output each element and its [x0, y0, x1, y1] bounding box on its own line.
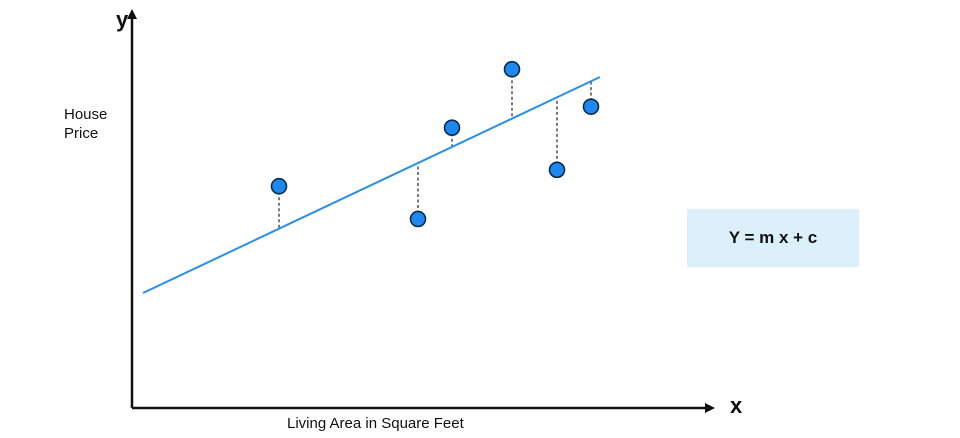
x-axis-title: Living Area in Square Feet: [287, 415, 464, 432]
residual-lines: [278, 69, 592, 229]
data-point: [503, 60, 521, 78]
data-point: [443, 119, 461, 136]
data-points: [270, 60, 600, 228]
x-axis-letter: x: [730, 393, 743, 418]
data-point: [409, 210, 427, 228]
regression-line: [142, 76, 601, 294]
data-point: [548, 161, 566, 179]
data-point: [270, 177, 288, 195]
y-axis-title: House Price: [64, 106, 108, 142]
equation-label: Y = m x + c: [728, 228, 818, 247]
equation-box: Y = m x + c: [687, 209, 859, 267]
data-point: [582, 98, 600, 115]
y-axis-letter: y: [116, 7, 129, 32]
